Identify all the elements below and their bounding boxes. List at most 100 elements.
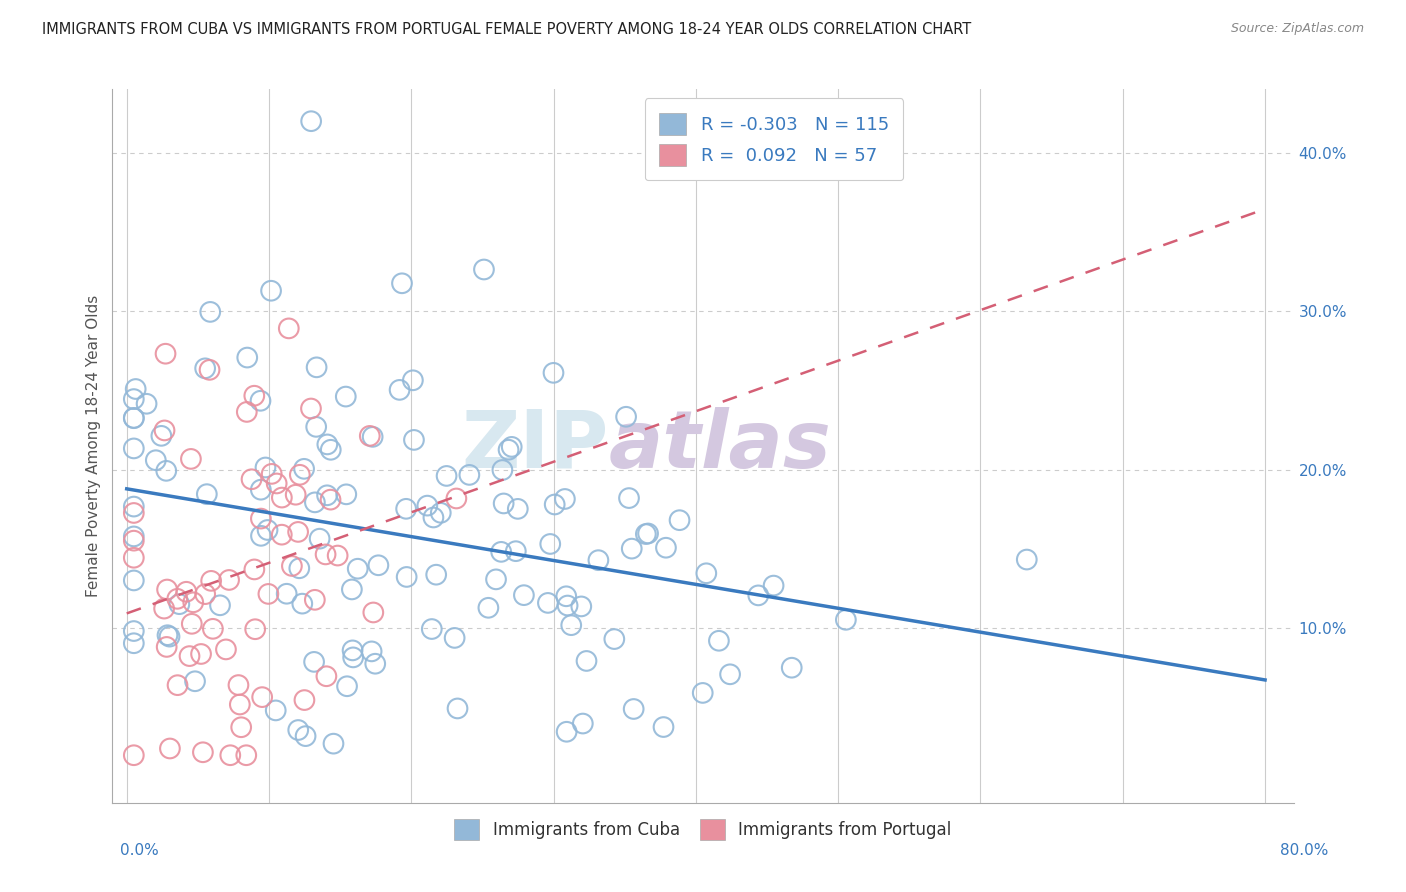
Point — [122, 506, 145, 520]
Legend: Immigrants from Cuba, Immigrants from Portugal: Immigrants from Cuba, Immigrants from Po… — [446, 811, 960, 848]
Point — [194, 587, 217, 601]
Point — [266, 476, 288, 491]
Point — [156, 628, 179, 642]
Point — [302, 655, 325, 669]
Point — [489, 545, 512, 559]
Point — [122, 574, 145, 588]
Point — [254, 460, 277, 475]
Point — [501, 440, 523, 454]
Point — [537, 596, 560, 610]
Text: atlas: atlas — [609, 407, 831, 485]
Point — [569, 599, 592, 614]
Point — [557, 599, 579, 613]
Point — [228, 678, 250, 692]
Point — [218, 573, 240, 587]
Point — [304, 495, 326, 509]
Point — [195, 487, 218, 501]
Text: Source: ZipAtlas.com: Source: ZipAtlas.com — [1230, 22, 1364, 36]
Point — [257, 587, 280, 601]
Point — [176, 584, 198, 599]
Point — [436, 469, 458, 483]
Point — [169, 597, 191, 611]
Point — [391, 277, 413, 291]
Point — [256, 523, 278, 537]
Point — [543, 366, 565, 380]
Point — [264, 703, 287, 717]
Text: 80.0%: 80.0% — [1281, 843, 1329, 858]
Point — [617, 491, 640, 505]
Point — [422, 510, 444, 524]
Point — [780, 661, 803, 675]
Point — [281, 558, 304, 573]
Point — [505, 544, 527, 558]
Point — [308, 532, 330, 546]
Point — [416, 499, 439, 513]
Point — [229, 698, 252, 712]
Point — [560, 618, 582, 632]
Point — [287, 524, 309, 539]
Point — [316, 488, 339, 502]
Point — [492, 496, 515, 510]
Point — [402, 373, 425, 387]
Point — [588, 553, 610, 567]
Point — [260, 467, 283, 481]
Point — [637, 526, 659, 541]
Point — [402, 433, 425, 447]
Text: IMMIGRANTS FROM CUBA VS IMMIGRANTS FROM PORTUGAL FEMALE POVERTY AMONG 18-24 YEAR: IMMIGRANTS FROM CUBA VS IMMIGRANTS FROM … — [42, 22, 972, 37]
Point — [198, 363, 221, 377]
Point — [363, 606, 385, 620]
Point — [156, 582, 179, 597]
Point — [340, 582, 363, 597]
Point — [747, 588, 769, 602]
Point — [200, 305, 222, 319]
Point — [335, 390, 357, 404]
Point — [122, 533, 145, 548]
Point — [554, 491, 576, 506]
Point — [538, 537, 561, 551]
Point — [603, 632, 626, 646]
Point — [122, 442, 145, 456]
Point — [179, 649, 201, 664]
Point — [122, 636, 145, 650]
Point — [153, 424, 176, 438]
Point — [305, 420, 328, 434]
Point — [319, 442, 342, 457]
Point — [240, 472, 263, 486]
Point — [668, 513, 690, 527]
Point — [250, 529, 273, 543]
Point — [458, 467, 481, 482]
Point — [249, 393, 271, 408]
Point — [243, 622, 266, 636]
Point — [762, 578, 785, 592]
Point — [166, 678, 188, 692]
Point — [614, 409, 637, 424]
Point — [326, 549, 349, 563]
Point — [125, 382, 148, 396]
Point — [122, 529, 145, 543]
Point — [315, 548, 337, 562]
Point — [288, 561, 311, 575]
Point — [194, 361, 217, 376]
Point — [155, 464, 177, 478]
Point — [555, 724, 578, 739]
Text: 0.0%: 0.0% — [120, 843, 159, 858]
Point — [485, 573, 508, 587]
Point — [346, 562, 368, 576]
Point — [395, 501, 418, 516]
Point — [336, 679, 359, 693]
Point — [122, 500, 145, 514]
Point — [191, 745, 214, 759]
Point — [707, 633, 730, 648]
Point — [835, 613, 858, 627]
Point — [270, 491, 292, 505]
Point — [652, 720, 675, 734]
Point — [122, 748, 145, 763]
Point — [692, 686, 714, 700]
Point — [150, 429, 173, 443]
Point — [200, 574, 222, 588]
Point — [472, 262, 495, 277]
Point — [236, 405, 259, 419]
Point — [342, 650, 364, 665]
Point — [235, 748, 257, 763]
Point — [287, 723, 309, 737]
